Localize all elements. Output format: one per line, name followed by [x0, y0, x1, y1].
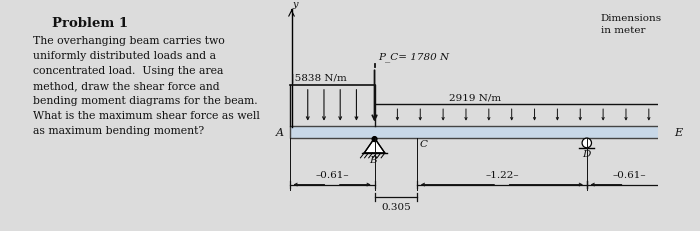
Text: |5838 N/m: |5838 N/m — [290, 73, 346, 83]
Text: –1.22–: –1.22– — [485, 171, 519, 180]
Circle shape — [372, 137, 377, 141]
Text: What is the maximum shear force as well: What is the maximum shear force as well — [33, 112, 260, 122]
Text: Dimensions: Dimensions — [601, 14, 662, 23]
Text: A: A — [276, 128, 284, 138]
Bar — [290, 125, 672, 138]
Text: 0.305: 0.305 — [381, 203, 411, 212]
Text: –0.61–: –0.61– — [612, 171, 646, 180]
Text: P_C= 1780 N: P_C= 1780 N — [378, 52, 449, 62]
Text: as maximum bending moment?: as maximum bending moment? — [33, 127, 204, 137]
Circle shape — [582, 138, 592, 148]
Polygon shape — [364, 138, 385, 153]
Text: C: C — [420, 140, 428, 149]
Text: y: y — [293, 0, 298, 9]
Text: 2919 N/m: 2919 N/m — [449, 93, 501, 102]
Text: concentrated load.  Using the area: concentrated load. Using the area — [33, 67, 223, 76]
Text: in meter: in meter — [601, 26, 645, 35]
Text: uniformly distributed loads and a: uniformly distributed loads and a — [33, 52, 216, 61]
Text: The overhanging beam carries two: The overhanging beam carries two — [33, 36, 225, 46]
Text: method, draw the shear force and: method, draw the shear force and — [33, 82, 220, 91]
Text: B: B — [369, 156, 377, 165]
Text: E: E — [675, 128, 682, 138]
Text: D: D — [582, 150, 591, 159]
Text: bending moment diagrams for the beam.: bending moment diagrams for the beam. — [33, 97, 258, 106]
Text: –0.61–: –0.61– — [315, 171, 349, 180]
Text: Problem 1: Problem 1 — [52, 17, 128, 30]
